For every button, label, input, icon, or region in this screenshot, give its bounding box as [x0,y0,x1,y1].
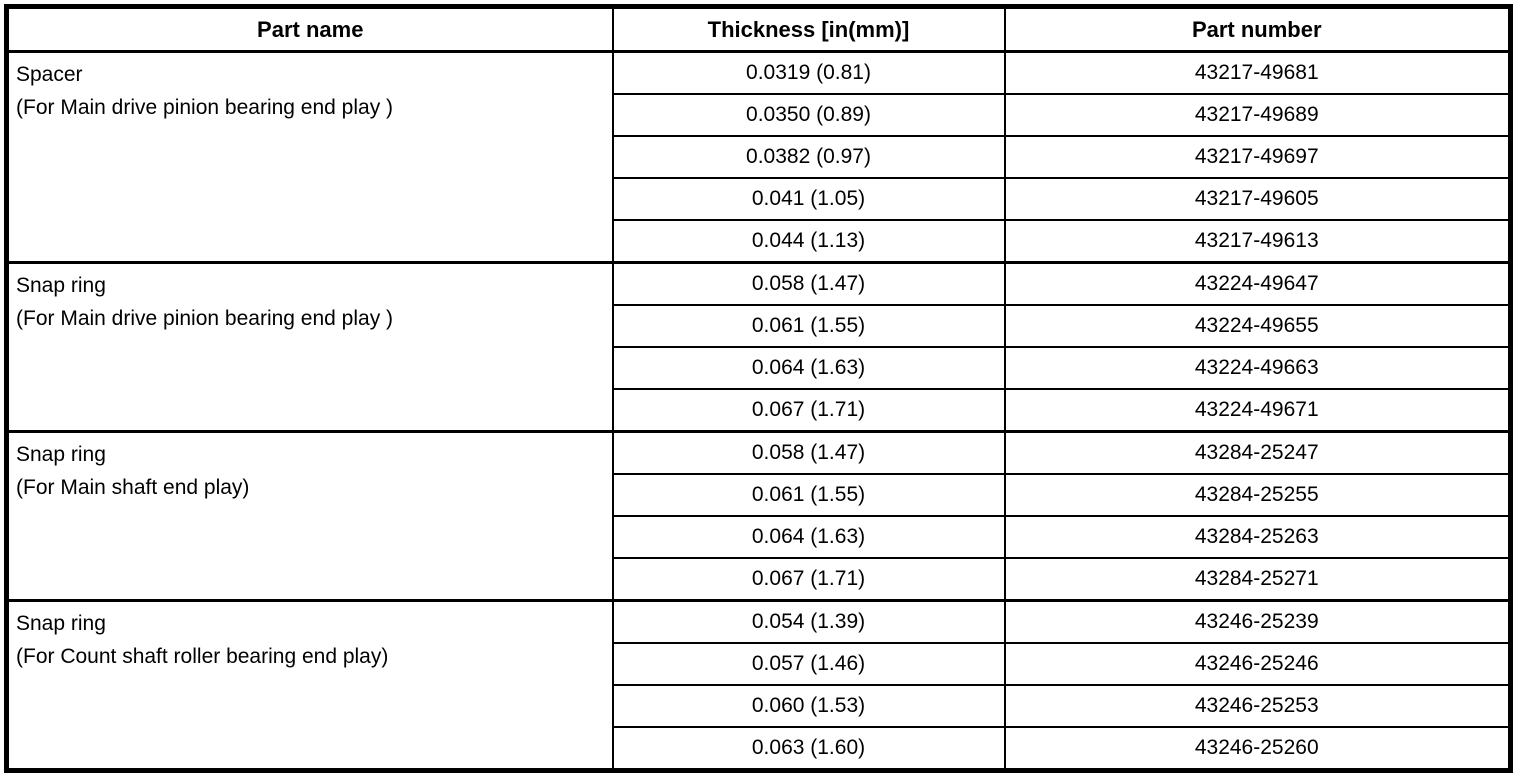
part-number-cell: 43217-49605 [1003,177,1512,221]
part-number-cell: 43246-25260 [1003,726,1512,772]
part-number-cell: 43217-49681 [1003,50,1512,95]
part-number-cell: 43246-25246 [1003,642,1512,686]
table-row: 0.044 (1.13) 43217-49613 [7,219,1512,264]
part-name: Snap ring [16,274,106,297]
table-row: 0.060 (1.53) 43246-25253 [7,684,1512,728]
part-name-note: (For Main drive pinion bearing end play … [16,96,394,119]
part-number-cell: 43284-25255 [1003,473,1512,517]
part-number-cell: 43224-49663 [1003,346,1512,390]
header-row: Part name Thickness [in(mm)] Part number [5,5,1512,53]
parts-table-header: Part name Thickness [in(mm)] Part number [5,5,1512,53]
table-row: 0.067 (1.71) 43284-25271 [7,557,1512,602]
part-number-cell: 43217-49697 [1003,135,1512,179]
thickness-cell: 0.067 (1.71) [611,388,1006,433]
part-number-cell: 43284-25247 [1003,430,1512,475]
table-row: 0.064 (1.63) 43284-25263 [7,515,1512,559]
part-number-cell: 43284-25271 [1003,557,1512,602]
part-number-cell: 43284-25263 [1003,515,1512,559]
parts-table: Part name Thickness [in(mm)] Part number… [4,4,1513,773]
thickness-cell: 0.0350 (0.89) [611,93,1006,137]
table-row: 0.061 (1.55) 43284-25255 [7,473,1512,517]
thickness-cell: 0.060 (1.53) [611,684,1006,728]
part-number-cell: 43217-49689 [1003,93,1512,137]
table-row: Snap ring (For Main shaft end play) 0.058 … [5,430,1512,602]
thickness-cell: 0.0319 (0.81) [611,50,1006,95]
part-name: Spacer [16,63,83,86]
thickness-cell: 0.061 (1.55) [611,304,1006,348]
thickness-cell: 0.057 (1.46) [611,642,1006,686]
part-name: Snap ring [16,443,106,466]
table-row: 0.041 (1.05) 43217-49605 [7,177,1512,221]
table-row: Snap ring (For Count shaft roller bearing… [5,599,1512,772]
part-name-cell: Snap ring (For Main shaft end play) [5,430,614,602]
part-name-cell: Snap ring (For Main drive pinion bearing … [5,261,614,433]
table-row: 0.064 (1.63) 43224-49663 [7,346,1512,390]
part-name-note: (For Main drive pinion bearing end play … [16,307,394,330]
parts-table-body: Spacer (For Main drive pinion bearing end… [5,50,1512,772]
thickness-cell: 0.061 (1.55) [611,473,1006,517]
part-number-cell: 43246-25253 [1003,684,1512,728]
thickness-cell: 0.064 (1.63) [611,346,1006,390]
thickness-cell: 0.064 (1.63) [611,515,1006,559]
part-name-note: (For Main shaft end play) [16,476,250,499]
part-name: Snap ring [16,612,106,635]
part-number-cell: 43224-49647 [1003,261,1512,306]
column-header-thickness: Thickness [in(mm)] [611,5,1006,53]
thickness-cell: 0.041 (1.05) [611,177,1006,221]
thickness-cell: 0.044 (1.13) [611,219,1006,264]
column-header-part-name: Part name [5,5,614,53]
thickness-cell: 0.067 (1.71) [611,557,1006,602]
part-number-cell: 43217-49613 [1003,219,1512,264]
thickness-cell: 0.058 (1.47) [611,430,1006,475]
part-name-cell: Snap ring (For Count shaft roller bearing… [5,599,614,772]
column-header-part-number: Part number [1003,5,1512,53]
table-row: Spacer (For Main drive pinion bearing end… [5,50,1512,264]
part-number-cell: 43224-49671 [1003,388,1512,433]
thickness-cell: 0.063 (1.60) [611,726,1006,772]
table-row: 0.061 (1.55) 43224-49655 [7,304,1512,348]
part-number-cell: 43246-25239 [1003,599,1512,644]
part-name-note: (For Count shaft roller bearing end play… [16,645,389,668]
table-row: 0.057 (1.46) 43246-25246 [7,642,1512,686]
thickness-cell: 0.0382 (0.97) [611,135,1006,179]
table-row: 0.0350 (0.89) 43217-49689 [7,93,1512,137]
table-row: 0.0382 (0.97) 43217-49697 [7,135,1512,179]
thickness-cell: 0.058 (1.47) [611,261,1006,306]
part-number-cell: 43224-49655 [1003,304,1512,348]
part-name-cell: Spacer (For Main drive pinion bearing end… [5,50,614,264]
table-row: 0.063 (1.60) 43246-25260 [7,726,1512,772]
table-row: 0.067 (1.71) 43224-49671 [7,388,1512,433]
table-row: Snap ring (For Main drive pinion bearing … [5,261,1512,433]
thickness-cell: 0.054 (1.39) [611,599,1006,644]
